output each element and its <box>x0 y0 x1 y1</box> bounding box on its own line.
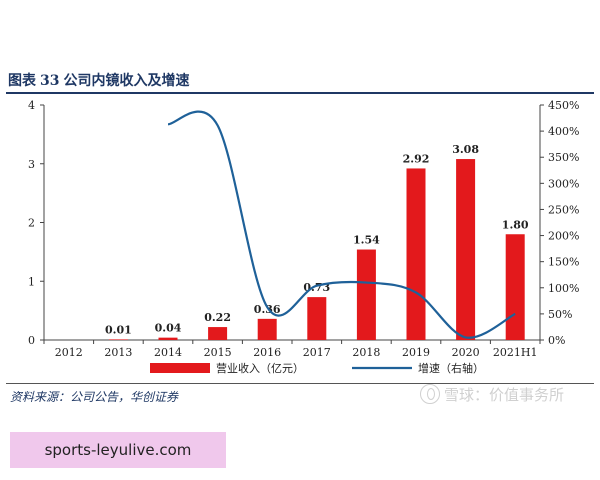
x-tick-label: 2020 <box>452 346 480 359</box>
watermark: 雪球：价值事务所 <box>420 384 564 405</box>
revenue-bar-label: 0.01 <box>105 323 132 336</box>
y-tick-label-left: 1 <box>28 275 35 288</box>
legend-swatch-revenue <box>150 363 210 373</box>
revenue-bar-label: 2.92 <box>403 152 430 165</box>
revenue-bar <box>505 234 525 340</box>
figure-caption: 公司内镜收入及增速 <box>63 73 190 89</box>
x-tick-label: 2015 <box>204 346 232 359</box>
revenue-bar-label: 1.80 <box>502 218 529 231</box>
revenue-bar-label: 0.04 <box>155 322 182 335</box>
y-tick-label-right: 50% <box>548 308 572 321</box>
x-tick-label: 2016 <box>253 346 281 359</box>
x-tick-label: 2012 <box>55 346 83 359</box>
y-tick-label-right: 250% <box>548 203 579 216</box>
revenue-bar <box>307 297 327 340</box>
y-tick-label-left: 3 <box>28 158 35 171</box>
y-tick-label-right: 200% <box>548 230 579 243</box>
y-tick-label-left: 4 <box>28 99 35 112</box>
revenue-bar <box>208 327 228 340</box>
snowball-logo-icon <box>420 384 440 404</box>
y-tick-label-right: 450% <box>548 99 579 112</box>
figure-label: 图表 <box>8 73 36 89</box>
revenue-bar <box>108 339 128 340</box>
y-tick-label-right: 100% <box>548 282 579 295</box>
revenue-bar <box>356 249 376 340</box>
source-rule <box>6 383 594 384</box>
legend-label-growth: 增速（右轴） <box>418 361 484 375</box>
x-tick-label: 2014 <box>154 346 182 359</box>
revenue-growth-chart: 0 1 2 3 4 0% 50% 100% 150% 200% 250% 300% 350% 400% 45… <box>28 99 579 375</box>
y-tick-label-right: 0% <box>548 334 565 347</box>
revenue-bar <box>456 159 476 340</box>
x-tick-label: 2019 <box>402 346 430 359</box>
y-tick-label-right: 300% <box>548 177 579 190</box>
revenue-bar <box>257 318 277 340</box>
site-banner[interactable]: sports-leyulive.com <box>10 432 226 468</box>
title-rule <box>6 92 594 94</box>
y-tick-label-left: 2 <box>28 217 35 230</box>
figure-number: 33 <box>40 73 60 89</box>
source-note: 资料来源：公司公告，华创证券 <box>10 390 179 404</box>
y-tick-label-right: 400% <box>548 125 579 138</box>
figure-title: 图表 33 公司内镜收入及增速 <box>8 70 189 90</box>
revenue-bar <box>406 168 426 340</box>
x-tick-label: 2021H1 <box>493 346 538 359</box>
revenue-bar-label: 3.08 <box>452 143 479 156</box>
growth-line <box>167 110 516 339</box>
y-tick-label-right: 350% <box>548 151 579 164</box>
x-tick-label: 2017 <box>303 346 331 359</box>
y-tick-label-right: 150% <box>548 256 579 269</box>
revenue-bar <box>158 337 178 340</box>
x-tick-label: 2018 <box>352 346 380 359</box>
legend-label-revenue: 营业收入（亿元） <box>216 361 304 375</box>
revenue-bar-label: 1.54 <box>353 234 380 247</box>
x-tick-label: 2013 <box>104 346 132 359</box>
revenue-bar-label: 0.22 <box>204 311 231 324</box>
y-tick-label-left: 0 <box>28 334 35 347</box>
watermark-text: 雪球：价值事务所 <box>444 386 565 404</box>
